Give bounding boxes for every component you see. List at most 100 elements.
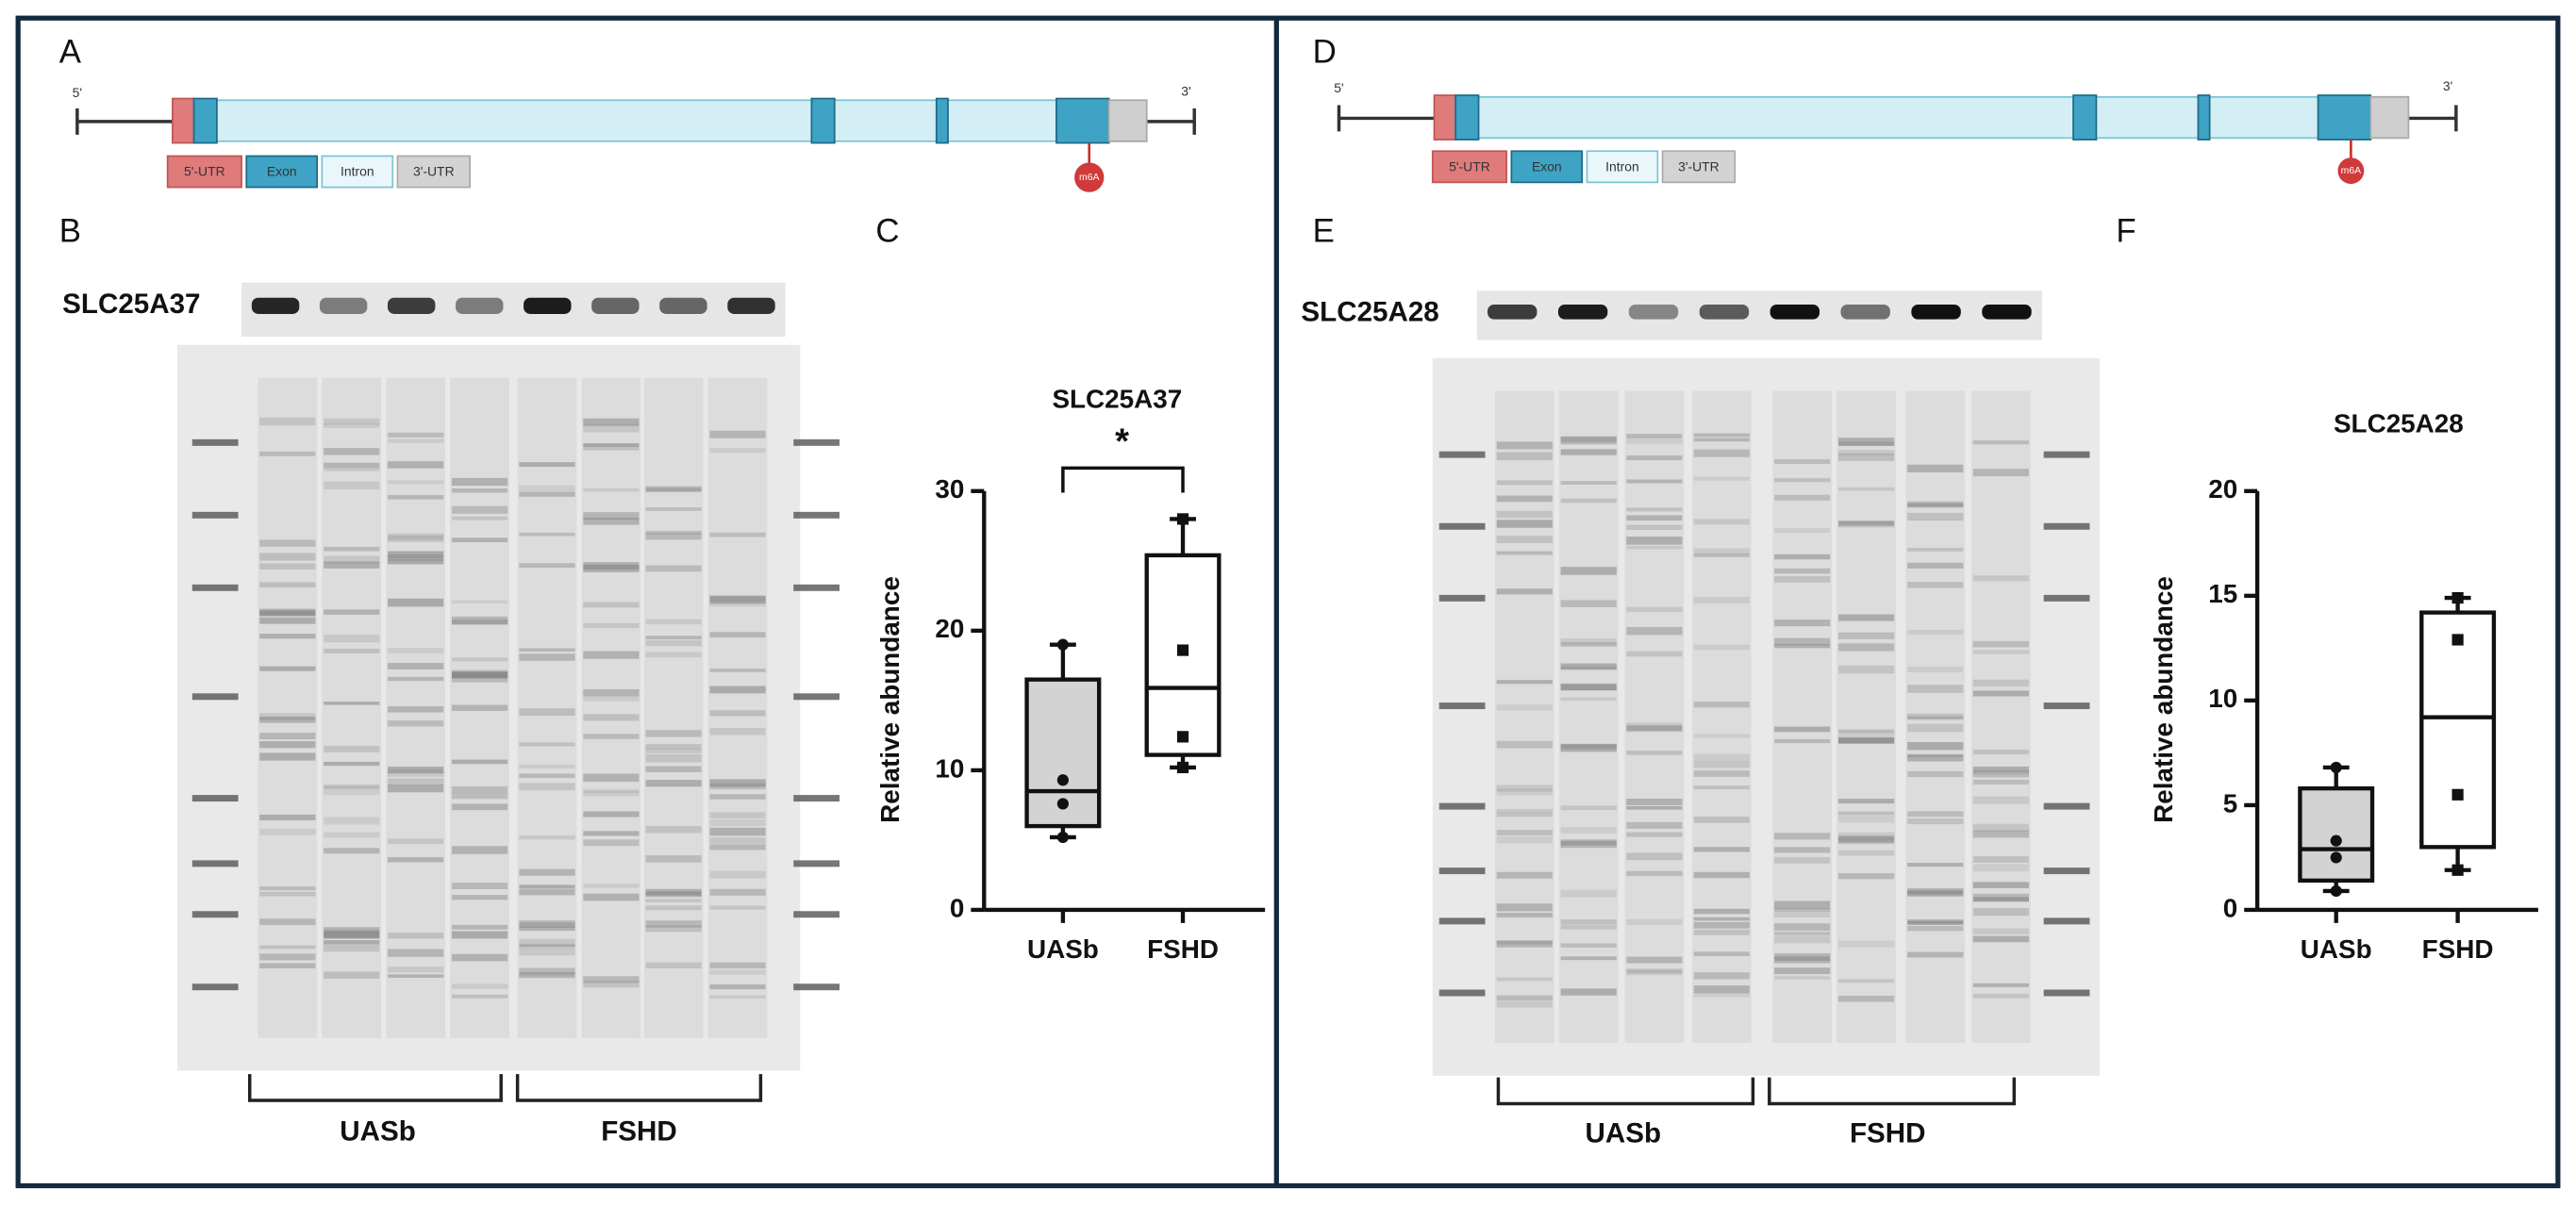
lane	[450, 377, 509, 1038]
lane-band	[709, 448, 766, 454]
lane-band	[1907, 811, 1964, 818]
ladder-band	[793, 983, 840, 991]
lane-band	[1907, 888, 1964, 895]
lane-band	[1907, 742, 1964, 751]
lane-band	[259, 617, 316, 624]
lane-band	[645, 744, 702, 751]
lane-band	[1626, 918, 1683, 926]
legend-box	[1431, 150, 1508, 184]
lane-band	[1774, 553, 1831, 560]
lane-band	[1907, 503, 1964, 508]
lane-band	[1837, 835, 1895, 843]
lane-band	[519, 938, 575, 944]
lane-band	[1837, 487, 1895, 491]
chart-title: SLC25A28	[2334, 408, 2464, 438]
lane-band	[1837, 520, 1895, 528]
lane-band	[1907, 464, 1964, 472]
lane-band	[645, 636, 702, 640]
lane-band	[259, 553, 316, 561]
blot-band	[1770, 304, 1820, 320]
lane-band	[259, 891, 316, 897]
lane-band	[519, 764, 575, 768]
lane-band	[583, 893, 640, 901]
lane-band	[709, 827, 766, 836]
lane-band	[451, 759, 508, 765]
legend-box	[321, 155, 394, 189]
lane-band	[1560, 889, 1617, 898]
lane-band	[388, 438, 444, 443]
lane-band	[259, 666, 316, 671]
lane-band	[1774, 833, 1831, 840]
lane-band	[709, 783, 766, 790]
lane	[1772, 390, 1833, 1044]
lane-band	[645, 619, 702, 625]
lane-band	[519, 708, 575, 717]
lane-band	[709, 532, 766, 537]
lane-band	[519, 532, 575, 537]
lane-band	[1496, 536, 1553, 543]
lane-band	[451, 516, 508, 520]
lane-band	[1626, 956, 1683, 964]
box	[2419, 610, 2497, 850]
lane-band	[645, 487, 702, 493]
legend-label: 3'-UTR	[413, 164, 455, 179]
lane-band	[645, 825, 702, 834]
lane-band	[388, 785, 444, 793]
lane-band	[1693, 817, 1750, 823]
lane-band	[709, 602, 766, 607]
lane-band	[1560, 697, 1617, 701]
gene-diagram: m6A 5' 3' 5'-UTR Exon Intron 3'-UTR	[1334, 78, 2458, 185]
lane-band	[1560, 449, 1617, 455]
y-tick-label: 0	[2223, 893, 2238, 922]
lane	[386, 377, 446, 1038]
lane-band	[709, 962, 766, 969]
lane-band	[1496, 871, 1553, 879]
group-bracket	[247, 1074, 763, 1102]
lane-band	[583, 714, 640, 721]
lane-band	[1972, 779, 2030, 785]
ladder-band	[191, 795, 239, 802]
lane-band	[259, 713, 316, 719]
lane-band	[259, 752, 316, 761]
lane-band	[259, 610, 316, 615]
lane-band	[1626, 870, 1683, 877]
lane-band	[1496, 740, 1553, 749]
lane-band	[1626, 626, 1683, 636]
legend-box	[245, 155, 319, 189]
lane-band	[324, 609, 380, 615]
lane-band	[1837, 799, 1895, 804]
lane-band	[1496, 588, 1553, 595]
lane-band	[324, 745, 380, 752]
lane-band	[1972, 679, 2030, 687]
lane-band	[259, 582, 316, 587]
group-bracket	[1496, 1077, 2017, 1106]
legend-box	[396, 155, 471, 189]
ladder-band	[191, 438, 239, 446]
x-tick-label: UASb	[2301, 934, 2372, 964]
lane-band	[1774, 956, 1831, 964]
lane-band	[1626, 507, 1683, 512]
lane-band	[1626, 751, 1683, 755]
utr3	[2369, 95, 2410, 140]
lane-band	[1837, 665, 1895, 674]
lane-band	[709, 870, 766, 879]
lane-band	[1693, 734, 1750, 738]
lane	[517, 377, 577, 1038]
blot-band	[1628, 304, 1679, 320]
lane	[581, 377, 641, 1038]
three-prime: 3'	[2443, 78, 2452, 93]
lane-band	[259, 828, 316, 835]
lane-band	[1560, 943, 1617, 948]
lane-band	[583, 518, 640, 525]
lane-band	[324, 817, 380, 825]
annotation: *	[1115, 421, 1129, 461]
y-axis-label: Relative abundance	[875, 576, 905, 823]
lane-band	[1907, 770, 1964, 778]
exon	[1055, 97, 1110, 144]
ladder-band	[1438, 867, 1486, 875]
lane-band	[1626, 545, 1683, 550]
lane-band	[1496, 510, 1553, 519]
panel-label: B	[59, 213, 81, 250]
lane-band	[1972, 935, 2030, 943]
lane-band	[259, 417, 316, 426]
